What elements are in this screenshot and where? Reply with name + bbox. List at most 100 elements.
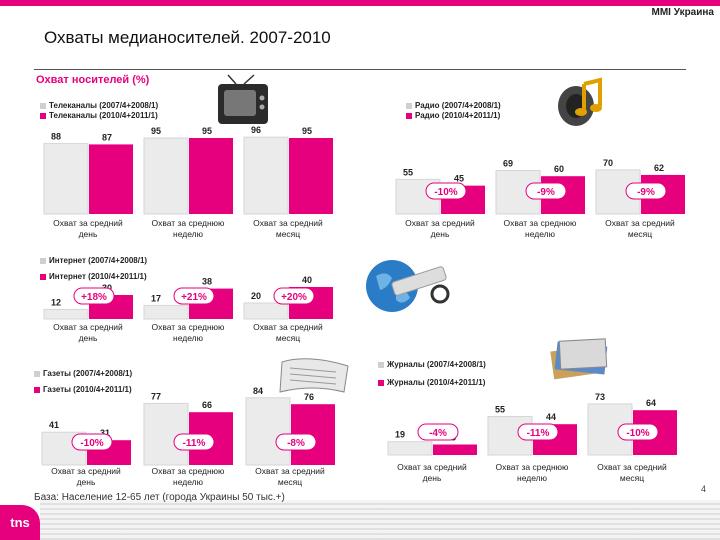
radio-category-label-0: Охват за средний день <box>405 218 475 239</box>
radio-value-b-1: 60 <box>554 164 564 174</box>
magazines-bar-b-0 <box>433 444 477 455</box>
page-number: 4 <box>700 484 706 494</box>
tv-bar-a-1 <box>143 137 189 215</box>
tv-value-a-0: 88 <box>51 132 61 142</box>
title-divider <box>34 69 686 70</box>
top-accent-bar <box>0 0 720 6</box>
newspapers-value-a-0: 41 <box>49 420 59 430</box>
globe-icon <box>366 260 450 312</box>
magazines-legend: Журналы (2007/4+2008/1) Журналы (2010/4+… <box>378 356 486 392</box>
brand-label: MMI Украина <box>651 7 714 18</box>
newspapers-change-label-2: -8% <box>287 438 305 449</box>
radio-value-b-2: 62 <box>654 163 664 173</box>
magazines-change-label-1: -11% <box>527 428 550 439</box>
magazines-value-a-1: 55 <box>495 405 505 415</box>
internet-legend-b: Интернет (2010/4+2011/1) <box>49 272 147 281</box>
chart-subtitle: Охват носителей (%) <box>36 74 150 86</box>
magazines-value-b-2: 64 <box>646 398 656 408</box>
newspapers-change-badge-0 <box>71 433 113 451</box>
tv-legend-a: Телеканалы (2007/4+2008/1) <box>49 101 159 110</box>
magazines-category-label-2: Охват за средний месяц <box>597 462 667 483</box>
magazines-change-badge-2 <box>617 423 659 441</box>
newsprint-background <box>40 500 720 540</box>
tv-category-label-2: Охват за средний месяц <box>253 218 323 239</box>
radio-legend-b: Радио (2010/4+2011/1) <box>415 111 501 120</box>
radio-category-label-1: Охват за среднюю неделю <box>504 218 578 239</box>
newspapers-bar-a-2 <box>245 397 291 466</box>
magazines-value-a-2: 73 <box>595 392 605 402</box>
radio-change-badge-1 <box>525 182 567 200</box>
internet-category-label-0: Охват за средний день <box>53 322 123 343</box>
internet-value-a-2: 20 <box>251 291 261 301</box>
page-title: Охваты медианосителей. 2007-2010 <box>44 28 331 47</box>
magazines-change-label-2: -10% <box>626 428 649 439</box>
internet-legend: Интернет (2007/4+2008/1) Интернет (2010/… <box>40 253 147 285</box>
radio-legend: Радио (2007/4+2008/1) Радио (2010/4+2011… <box>406 101 501 121</box>
tv-bar-b-1 <box>189 138 233 214</box>
radio-change-badge-0 <box>425 182 467 200</box>
radio-category-label-2: Охват за средний месяц <box>605 218 675 239</box>
tv-value-a-2: 96 <box>251 125 261 135</box>
magazines-icon <box>550 338 608 380</box>
magazines-legend-a: Журналы (2007/4+2008/1) <box>387 360 486 369</box>
newspapers-change-badge-2 <box>275 433 317 451</box>
radio-change-label-0: -10% <box>434 187 457 198</box>
tv-bar-a-0 <box>43 143 89 215</box>
tv-bar-a-2 <box>243 136 289 215</box>
newspapers-bar-a-1 <box>143 402 189 466</box>
radio-change-badge-2 <box>625 182 667 200</box>
internet-change-label-1: +21% <box>181 292 207 303</box>
newspapers-category-label-1: Охват за среднюю неделю <box>152 466 226 487</box>
internet-bar-a-0 <box>43 308 89 320</box>
internet-value-b-1: 38 <box>202 277 212 287</box>
tv-legend-b: Телеканалы (2010/4+2011/1) <box>49 111 158 120</box>
music-note-icon <box>558 77 602 126</box>
newspapers-value-b-1: 66 <box>202 400 212 410</box>
internet-bar-a-2 <box>243 302 289 320</box>
newspapers-value-b-0: 31 <box>100 428 110 438</box>
footnote: База: Население 12-65 лет (города Украин… <box>34 492 285 503</box>
newspapers-change-label-0: -10% <box>80 438 103 449</box>
internet-change-label-2: +20% <box>281 292 307 303</box>
magazines-value-a-0: 19 <box>395 430 405 440</box>
magazines-change-label-0: -4% <box>429 428 447 439</box>
internet-bar-a-1 <box>143 304 189 320</box>
newspapers-value-b-2: 76 <box>304 392 314 402</box>
magazines-change-badge-0 <box>417 423 459 441</box>
tv-category-label-1: Охват за среднюю неделю <box>152 218 226 239</box>
tv-category-label-0: Охват за средний день <box>53 218 123 239</box>
newspapers-change-badge-1 <box>173 433 215 451</box>
tv-value-a-1: 95 <box>151 126 161 136</box>
internet-value-a-0: 12 <box>51 297 61 307</box>
magazines-category-label-1: Охват за среднюю неделю <box>496 462 570 483</box>
newspapers-legend: Газеты (2007/4+2008/1) Газеты (2010/4+20… <box>34 366 132 398</box>
internet-change-badge-2 <box>273 287 315 305</box>
newspapers-legend-a: Газеты (2007/4+2008/1) <box>43 369 133 378</box>
internet-value-a-1: 17 <box>151 293 161 303</box>
radio-value-b-0: 45 <box>454 174 464 184</box>
tv-value-b-1: 95 <box>202 126 212 136</box>
magazines-category-label-0: Охват за средний день <box>397 462 467 483</box>
newspapers-value-a-1: 77 <box>151 391 161 401</box>
radio-value-a-1: 69 <box>503 159 513 169</box>
tns-logo: tns <box>0 505 40 540</box>
newspapers-category-label-2: Охват за средний месяц <box>255 466 325 487</box>
internet-change-badge-1 <box>173 287 215 305</box>
newspapers-change-label-1: -11% <box>183 438 206 449</box>
radio-change-label-1: -9% <box>537 187 555 198</box>
magazines-value-b-1: 44 <box>546 412 556 422</box>
tv-value-b-2: 95 <box>302 126 312 136</box>
internet-change-badge-0 <box>73 287 115 305</box>
internet-category-label-1: Охват за среднюю неделю <box>152 322 226 343</box>
magazines-bar-a-0 <box>387 441 433 456</box>
tv-bar-b-0 <box>89 144 133 214</box>
radio-change-label-2: -9% <box>637 187 655 198</box>
newspapers-value-a-2: 84 <box>253 386 263 396</box>
newspapers-legend-b: Газеты (2010/4+2011/1) <box>43 385 132 394</box>
tv-set-icon <box>218 74 268 124</box>
internet-legend-a: Интернет (2007/4+2008/1) <box>49 256 148 265</box>
radio-value-a-0: 55 <box>403 167 413 177</box>
magazines-change-badge-1 <box>517 423 559 441</box>
magazines-legend-b: Журналы (2010/4+2011/1) <box>387 378 486 387</box>
